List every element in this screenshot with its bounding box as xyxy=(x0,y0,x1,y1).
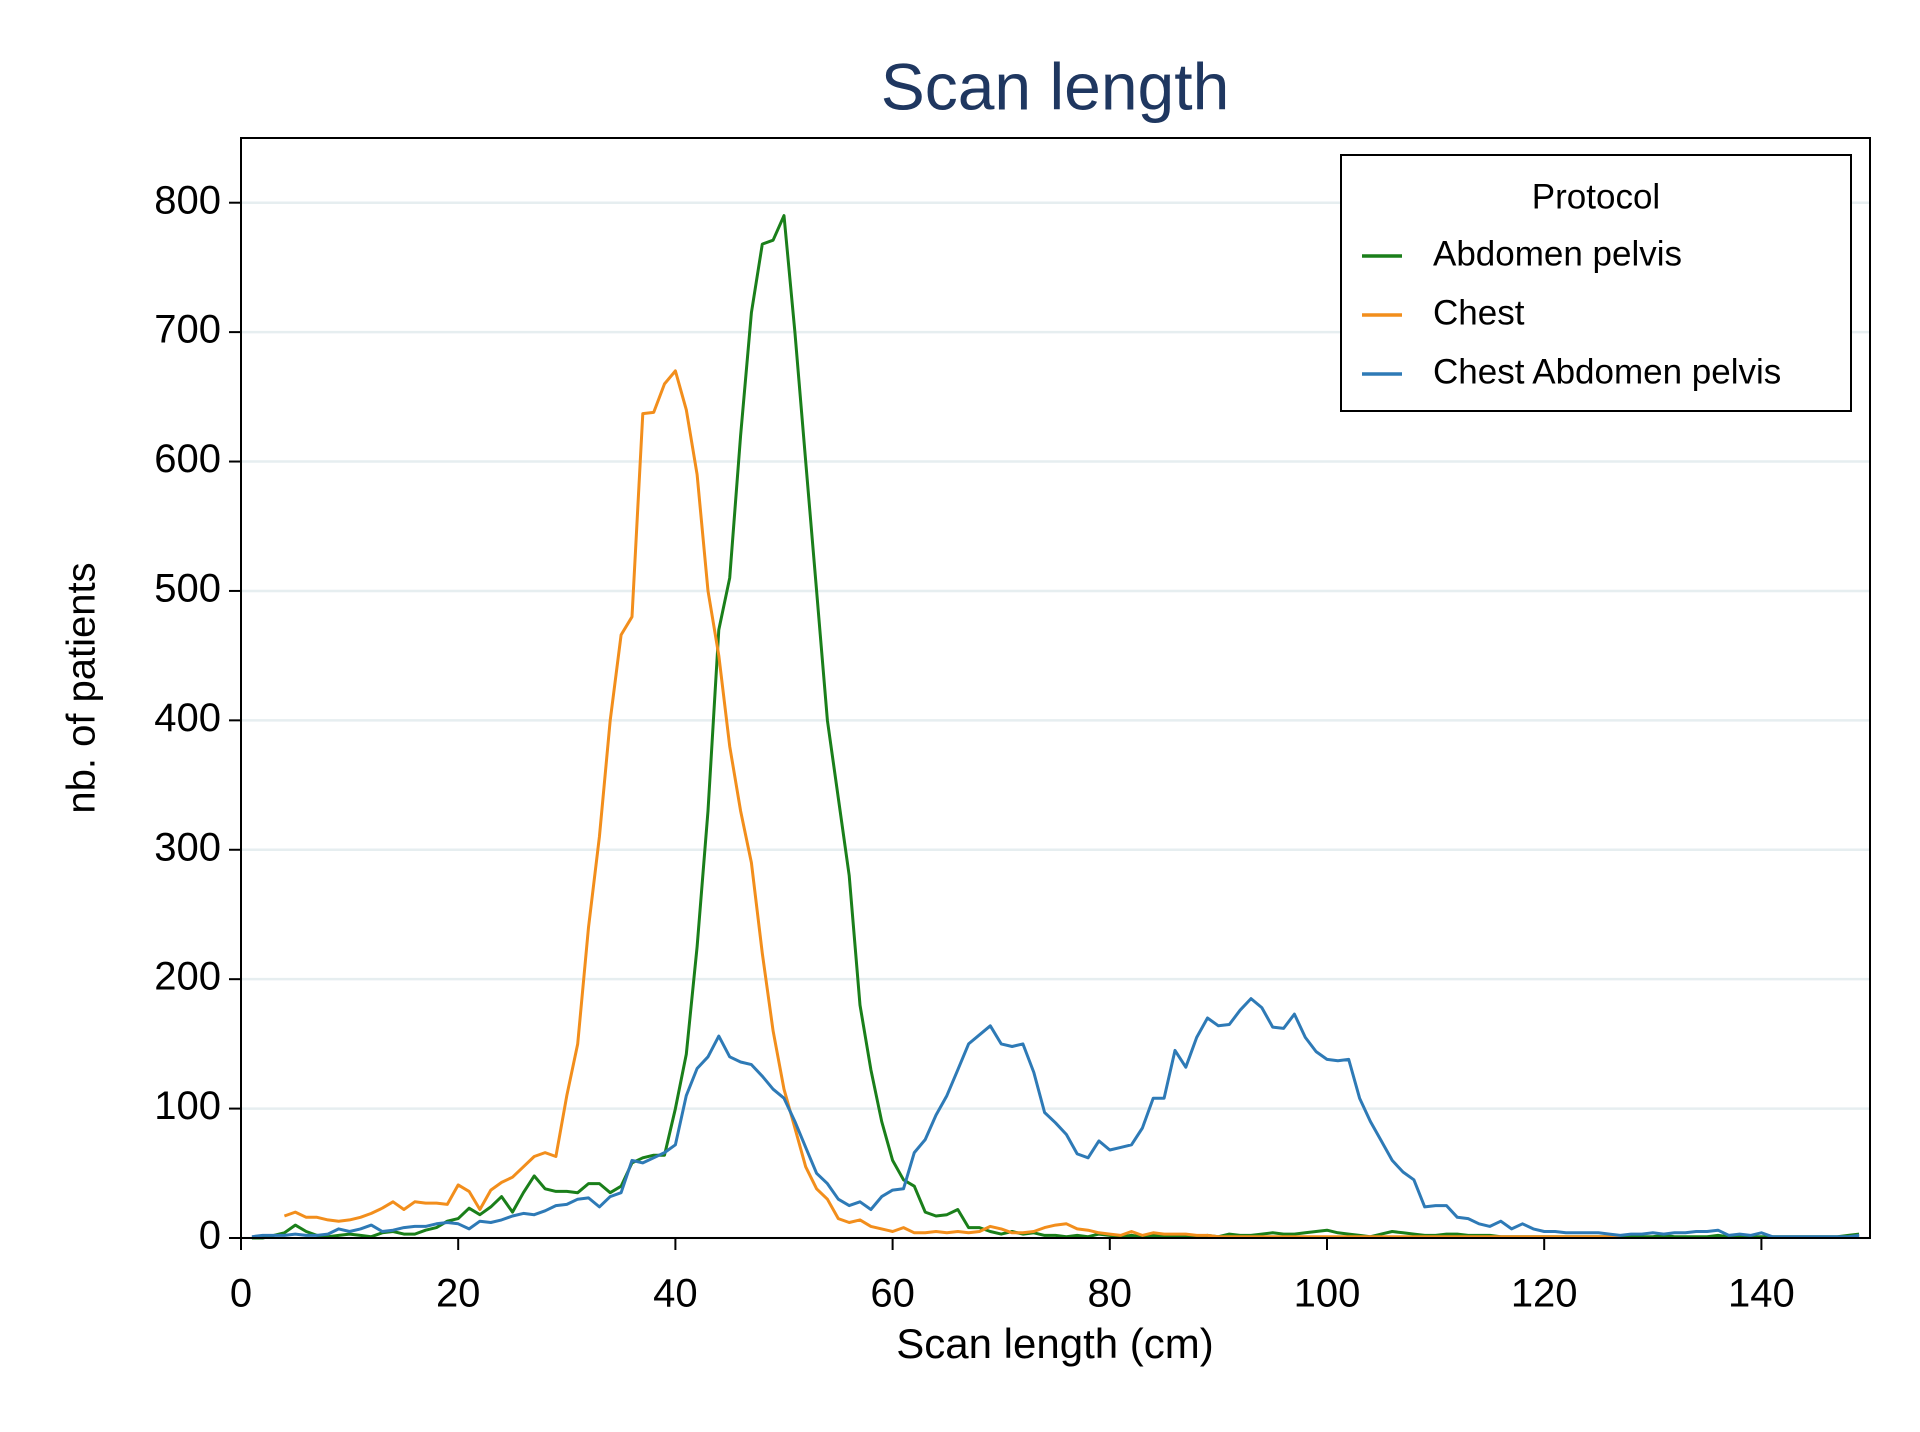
legend-label: Chest Abdomen pelvis xyxy=(1433,352,1781,391)
x-tick-label: 140 xyxy=(1728,1272,1795,1316)
series-line xyxy=(283,369,1621,1239)
x-tick-label: 20 xyxy=(436,1272,481,1316)
legend-box xyxy=(1340,154,1852,412)
y-tick-label: 300 xyxy=(154,825,221,869)
y-tick-label: 500 xyxy=(154,567,221,611)
x-axis-label: Scan length (cm) xyxy=(896,1320,1213,1367)
x-tick-label: 0 xyxy=(230,1272,252,1316)
y-tick-label: 600 xyxy=(154,437,221,481)
y-tick-label: 700 xyxy=(154,308,221,352)
legend: Protocol Abdomen pelvis Chest Chest Abdome… xyxy=(1340,154,1852,412)
plot-frame xyxy=(240,137,1871,1239)
y-tick-label: 800 xyxy=(154,178,221,222)
series-line xyxy=(251,997,1860,1239)
y-tick-label: 0 xyxy=(199,1214,221,1258)
x-tick-label: 40 xyxy=(653,1272,698,1316)
y-tick-label: 400 xyxy=(154,696,221,740)
ticks: 0 100 200 300 400 500 600 700 800 0 20 40 60 80 100 120… xyxy=(154,178,1795,1315)
legend-title: Protocol xyxy=(1532,177,1660,216)
y-axis-label: nb. of patients xyxy=(60,562,104,813)
x-tick-label: 60 xyxy=(870,1272,915,1316)
chart-title: Scan length xyxy=(881,49,1230,123)
legend-label: Abdomen pelvis xyxy=(1433,234,1682,273)
x-tick-label: 120 xyxy=(1511,1272,1578,1316)
x-tick-label: 100 xyxy=(1294,1272,1361,1316)
x-tick-label: 80 xyxy=(1088,1272,1133,1316)
y-tick-label: 100 xyxy=(154,1084,221,1128)
plot-lines xyxy=(251,214,1860,1240)
legend-label: Chest xyxy=(1433,293,1525,332)
y-tick-label: 200 xyxy=(154,955,221,999)
